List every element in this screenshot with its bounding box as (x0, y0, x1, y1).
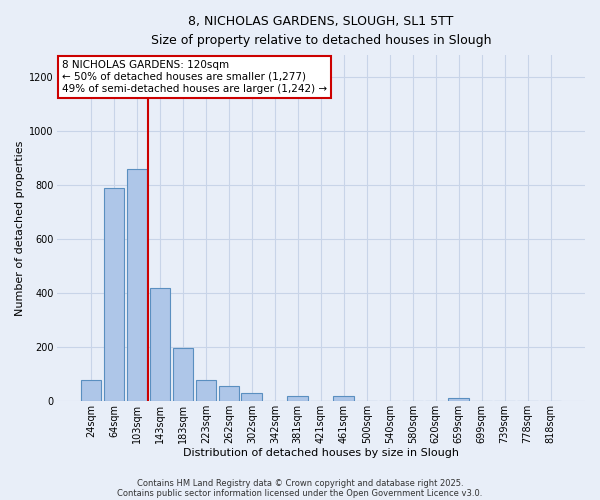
X-axis label: Distribution of detached houses by size in Slough: Distribution of detached houses by size … (183, 448, 459, 458)
Bar (241, 393, 262, 401)
Text: Contains public sector information licensed under the Open Government Licence v3: Contains public sector information licen… (118, 488, 482, 498)
Text: Contains HM Land Registry data © Crown copyright and database right 2025.: Contains HM Land Registry data © Crown c… (137, 478, 463, 488)
Bar (196, 380, 216, 401)
Y-axis label: Number of detached properties: Number of detached properties (15, 140, 25, 316)
Bar (149, 288, 170, 401)
Bar (80, 380, 101, 401)
Text: 8 NICHOLAS GARDENS: 120sqm
← 50% of detached houses are smaller (1,277)
49% of s: 8 NICHOLAS GARDENS: 120sqm ← 50% of deta… (62, 60, 327, 94)
Bar (127, 168, 147, 401)
Title: 8, NICHOLAS GARDENS, SLOUGH, SL1 5TT
Size of property relative to detached house: 8, NICHOLAS GARDENS, SLOUGH, SL1 5TT Siz… (151, 15, 491, 47)
Bar (448, 398, 469, 401)
Bar (287, 396, 308, 401)
Bar (334, 396, 354, 401)
Bar (104, 188, 124, 401)
Bar (173, 348, 193, 401)
Bar (218, 386, 239, 401)
